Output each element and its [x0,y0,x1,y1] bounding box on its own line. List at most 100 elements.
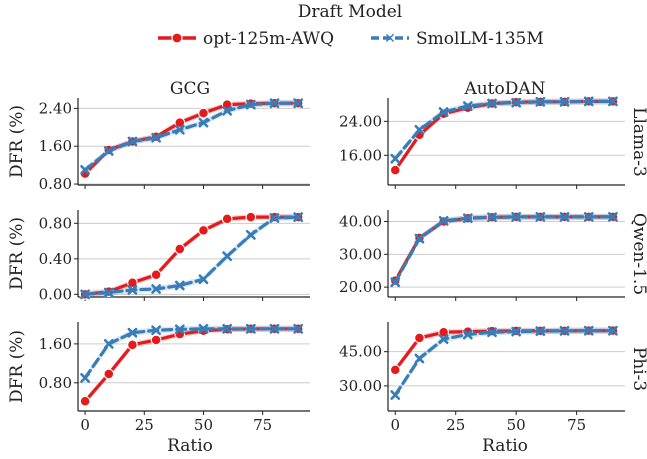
data-point-opt-125m-awq [389,364,401,376]
x-tick-label: 25 [446,416,465,434]
x-axis-label-autodan: Ratio [482,436,528,456]
series-line-smollm-135m [393,215,615,284]
x-tick-label: 75 [253,416,272,434]
data-point-smollm-135m [198,117,209,128]
data-point-smollm-135m [245,99,256,110]
data-point-smollm-135m [80,164,91,175]
data-point-smollm-135m [198,323,209,334]
panels: 0.80 1.60 2.40 DFR (%) 16.00 24.00 0.00 0.40 0.8… [7,96,625,434]
series-line-opt-125m-awq [393,215,615,283]
data-point-smollm-135m [487,98,497,109]
legend-label-opt-125m-awq: opt-125m-AWQ [203,29,334,49]
data-point-smollm-135m [127,136,138,147]
panel-llama-3-autodan: 16.00 24.00 [339,96,625,189]
data-point-opt-125m-awq [221,213,233,225]
y-axis-label: DFR (%) [7,330,27,403]
x-tick-label: 75 [567,416,586,434]
data-point-opt-125m-awq [198,107,209,119]
data-point-smollm-135m [462,213,473,224]
y-tick-label: 0.80 [39,374,72,392]
data-point-smollm-135m [535,326,546,337]
data-point-smollm-135m [438,107,449,117]
data-point-smollm-135m [293,323,304,334]
data-point-opt-125m-awq [414,332,425,344]
data-point-smollm-135m [222,105,233,116]
data-point-opt-125m-awq [198,225,209,236]
data-point-smollm-135m [80,373,91,383]
confidence-band-opt-125m-awq [395,213,613,284]
data-point-opt-125m-awq [127,277,138,289]
data-point-smollm-135m [151,325,162,336]
confidence-band-smollm-135m [395,213,613,286]
y-tick-label: 0.80 [39,214,72,232]
legend-label-smollm-135m: SmolLM-135M [416,29,544,49]
y-tick-label: 45.00 [339,343,382,361]
data-point-opt-125m-awq [174,243,186,255]
data-point-opt-125m-awq [174,117,186,128]
confidence-band-smollm-135m [85,214,299,298]
confidence-band-opt-125m-awq [85,100,299,177]
data-point-smollm-135m [390,390,401,400]
legend-marker-opt-125m-awq [171,32,183,44]
x-tick-label: 0 [80,416,90,434]
y-tick-label: 16.00 [339,146,382,164]
data-point-smollm-135m [608,211,618,222]
y-tick-label: 24.00 [339,112,382,130]
data-point-smollm-135m [535,211,546,222]
data-point-smollm-135m [511,326,522,337]
y-tick-label: 0.40 [39,250,72,268]
data-point-smollm-135m [583,325,594,336]
data-point-smollm-135m [103,338,114,349]
y-tick-label: 0.00 [39,285,72,303]
data-point-smollm-135m [198,274,209,285]
confidence-band-opt-125m-awq [85,325,299,405]
data-point-smollm-135m [151,284,162,294]
data-point-smollm-135m [414,233,425,244]
series-line-opt-125m-awq [83,101,300,176]
data-point-smollm-135m [174,124,185,135]
y-tick-label: 0.80 [39,175,72,193]
data-point-opt-125m-awq [127,339,138,351]
data-point-smollm-135m [269,213,280,223]
row-label-phi-3: Phi-3 [629,347,647,391]
data-point-smollm-135m [222,323,233,334]
data-point-smollm-135m [103,146,114,156]
x-axis-label-gcg: Ratio [167,436,213,456]
data-point-smollm-135m [80,289,91,300]
data-point-smollm-135m [583,96,594,107]
data-point-smollm-135m [269,323,280,334]
panel-phi-3-gcg: 0.80 1.60 0 25 50 75 DFR (%) [7,322,310,434]
panel-llama-3-gcg: 0.80 1.60 2.40 DFR (%) [7,97,310,193]
data-point-opt-125m-awq [438,326,449,338]
legend-marker-smollm-135m: ✕ [384,31,396,47]
row-label-llama-3: Llama-3 [629,107,647,177]
data-point-smollm-135m [151,132,162,143]
data-point-smollm-135m [608,96,618,107]
series-line-smollm-135m [393,99,615,161]
data-point-opt-125m-awq [103,368,115,380]
data-point-smollm-135m [583,211,594,222]
y-axis-label: DFR (%) [7,105,27,178]
data-point-smollm-135m [559,96,570,107]
x-tick-label: 50 [507,416,526,434]
series-line-opt-125m-awq [83,215,300,296]
y-tick-label: 1.60 [39,137,72,155]
data-point-smollm-135m [222,251,233,262]
data-point-smollm-135m [511,97,522,108]
series-line-smollm-135m [83,101,300,172]
y-tick-label: 40.00 [339,212,382,230]
data-point-smollm-135m [608,325,618,336]
data-point-smollm-135m [487,212,497,223]
data-point-smollm-135m [462,329,473,340]
data-point-smollm-135m [559,326,570,336]
series-line-smollm-135m [393,329,615,397]
data-point-smollm-135m [438,334,449,345]
data-point-smollm-135m [103,287,114,298]
series-line-smollm-135m [83,215,300,296]
data-point-smollm-135m [535,96,546,107]
data-point-smollm-135m [174,324,185,335]
data-point-smollm-135m [414,124,425,135]
y-tick-label: 1.60 [39,335,72,353]
data-point-smollm-135m [511,211,522,222]
